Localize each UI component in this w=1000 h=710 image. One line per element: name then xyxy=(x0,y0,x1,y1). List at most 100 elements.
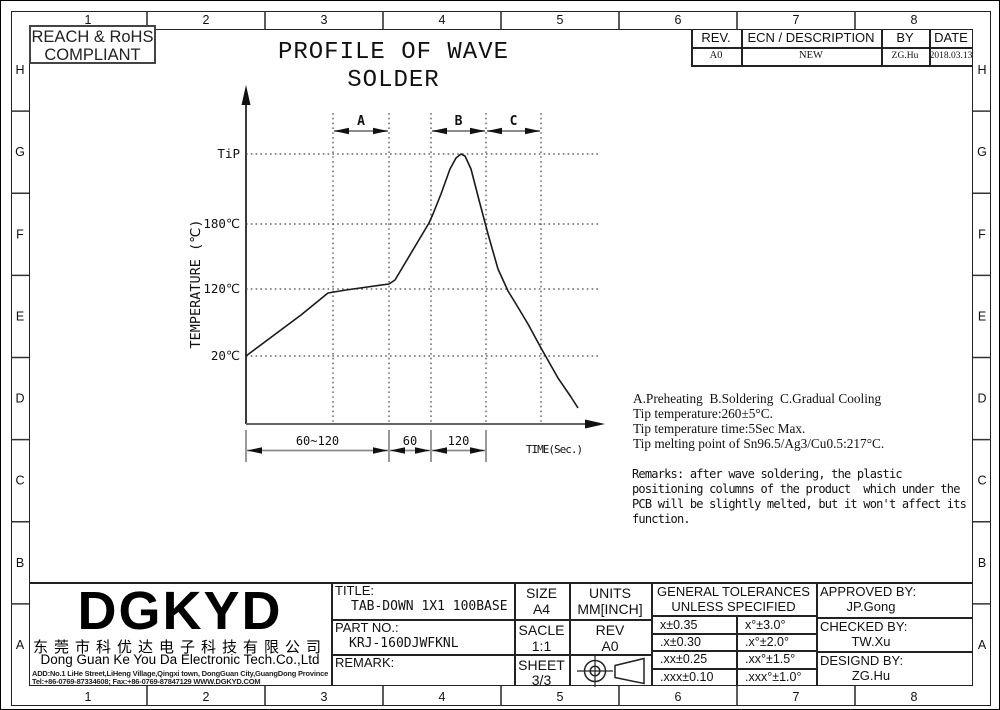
tolerance-cell: .xxx°±1.0° xyxy=(745,670,802,684)
part-no-label: PART NO.: xyxy=(335,620,399,635)
solder-profile-curve xyxy=(245,153,579,409)
note-line: Tip temperature:260±5°C. xyxy=(633,406,773,421)
region-dim-arrow xyxy=(487,127,502,135)
size-label: SIZE xyxy=(525,585,558,601)
time-dim-arrow xyxy=(432,447,447,454)
y-axis-tick-label: 20℃ xyxy=(211,348,240,363)
border-row-label: B xyxy=(16,556,24,570)
page-title: PROFILE OF WAVE SOLDER xyxy=(277,39,510,94)
title-block-line xyxy=(816,651,973,653)
border-row-label: E xyxy=(978,309,986,323)
checked-by-value: TW.Xu xyxy=(851,634,891,649)
title-block-line xyxy=(651,650,816,652)
time-dim-arrow xyxy=(247,447,262,454)
time-segment-label: 120 xyxy=(448,434,470,448)
designed-by-label: DESIGND BY: xyxy=(820,653,904,668)
part-no-value: KRJ-160DJWFKNL xyxy=(349,636,459,651)
border-column-label: 7 xyxy=(793,690,800,704)
title-block-line xyxy=(816,617,973,619)
border-column-label: 1 xyxy=(85,13,92,27)
by-value: ZG.Hu xyxy=(891,51,919,61)
title-block-line xyxy=(651,668,816,670)
tolerance-cell: x°±3.0° xyxy=(745,618,786,632)
border-column-label: 1 xyxy=(85,690,92,704)
company-logo: DGKYD xyxy=(77,581,283,641)
border-row-label: E xyxy=(16,309,24,323)
rev-header: REV. xyxy=(701,30,731,45)
time-dim-arrow xyxy=(373,447,388,454)
title-block-line xyxy=(514,582,516,686)
compliance-badge: REACH & RoHS COMPLIANT xyxy=(29,25,156,64)
tolerance-cell: .x°±2.0° xyxy=(745,635,789,649)
remarks-line: positioning columns of the product which… xyxy=(632,482,960,496)
tolerances-header-2: UNLESS SPECIFIED xyxy=(671,599,796,614)
size-value: A4 xyxy=(532,601,551,617)
border-row-label: A xyxy=(978,638,987,652)
rev-cell-value: A0 xyxy=(601,638,619,654)
scale-value: 1:1 xyxy=(531,638,552,654)
border-row-label: C xyxy=(977,474,986,488)
border-row-label: G xyxy=(977,145,987,159)
company-contact: Tel:+86-0769-87334608; Fax:+86-0769-8784… xyxy=(32,677,261,686)
region-dim-arrow xyxy=(373,127,388,135)
tolerance-cell: .xx°±1.5° xyxy=(745,652,796,666)
units-label: UNITS xyxy=(589,585,631,601)
compliance-line2: COMPLIANT xyxy=(44,46,141,64)
tolerance-cell: .x±0.30 xyxy=(660,635,701,649)
border-column-label: 5 xyxy=(557,690,564,704)
date-header: DATE xyxy=(934,30,968,45)
scale-label: SACLE xyxy=(518,622,565,638)
border-row-label: F xyxy=(16,227,24,241)
border-row-label: H xyxy=(15,63,24,77)
company-address: ADD:No.1 LiHe Street,LiHeng Village,Qing… xyxy=(32,669,329,678)
border-column-label: 2 xyxy=(203,690,210,704)
tolerance-cell: .xx±0.25 xyxy=(660,652,708,666)
y-axis-tick-label: TiP xyxy=(217,146,240,161)
date-value: 2018.03.13 xyxy=(929,51,973,61)
rev-table-line xyxy=(691,47,973,49)
region-dim-arrow xyxy=(470,127,485,135)
rev-table-line xyxy=(691,65,973,67)
border-column-label: 3 xyxy=(321,13,328,27)
title-block-line xyxy=(331,582,333,686)
ecn-value: NEW xyxy=(799,50,823,61)
compliance-line1: REACH & RoHS xyxy=(31,28,154,46)
rev-value: A0 xyxy=(709,50,723,61)
remarks-line: PCB will be slightly melted, but it won'… xyxy=(632,497,967,511)
remark-label: REMARK: xyxy=(335,655,395,670)
projection-symbol-icon xyxy=(577,655,645,687)
border-column-label: 6 xyxy=(675,690,682,704)
border-row-label: G xyxy=(15,145,25,159)
border-column-label: 8 xyxy=(911,690,918,704)
region-label: A xyxy=(357,114,365,129)
time-segment-label: 60~120 xyxy=(296,434,339,448)
region-dim-arrow xyxy=(334,127,349,135)
border-row-label: A xyxy=(16,638,25,652)
tolerance-cell: x±0.35 xyxy=(660,618,698,632)
border-column-label: 5 xyxy=(557,13,564,27)
tolerance-cell: .xxx±0.10 xyxy=(660,670,714,684)
title-block-line xyxy=(331,619,651,621)
company-name-cn: 东莞市科优达电子科技有限公司 xyxy=(32,639,327,656)
y-axis-arrowhead xyxy=(241,85,251,105)
region-dim-arrow xyxy=(525,127,540,135)
note-line: A.Preheating B.Soldering C.Gradual Cooli… xyxy=(633,391,882,406)
title-block-line xyxy=(331,654,651,656)
x-axis-title: TIME(Sec.) xyxy=(526,443,582,456)
sheet-value: 3/3 xyxy=(531,672,552,688)
note-line: Tip melting point of Sn96.5/Ag3/Cu0.5:21… xyxy=(633,436,885,451)
title-value: TAB-DOWN 1X1 100BASE xyxy=(351,599,508,614)
border-row-label: B xyxy=(978,556,986,570)
designed-by-value: ZG.Hu xyxy=(851,668,891,683)
border-column-label: 3 xyxy=(321,690,328,704)
remarks-line: Remarks: after wave soldering, the plast… xyxy=(632,467,903,481)
border-row-label: F xyxy=(978,227,986,241)
y-axis-title: TEMPERATURE (℃) xyxy=(188,220,204,349)
time-segment-label: 60 xyxy=(403,434,417,448)
title-block-line xyxy=(651,615,816,617)
border-row-label: D xyxy=(15,392,24,406)
region-dim-arrow xyxy=(432,127,447,135)
inner-border-frame xyxy=(29,29,973,686)
